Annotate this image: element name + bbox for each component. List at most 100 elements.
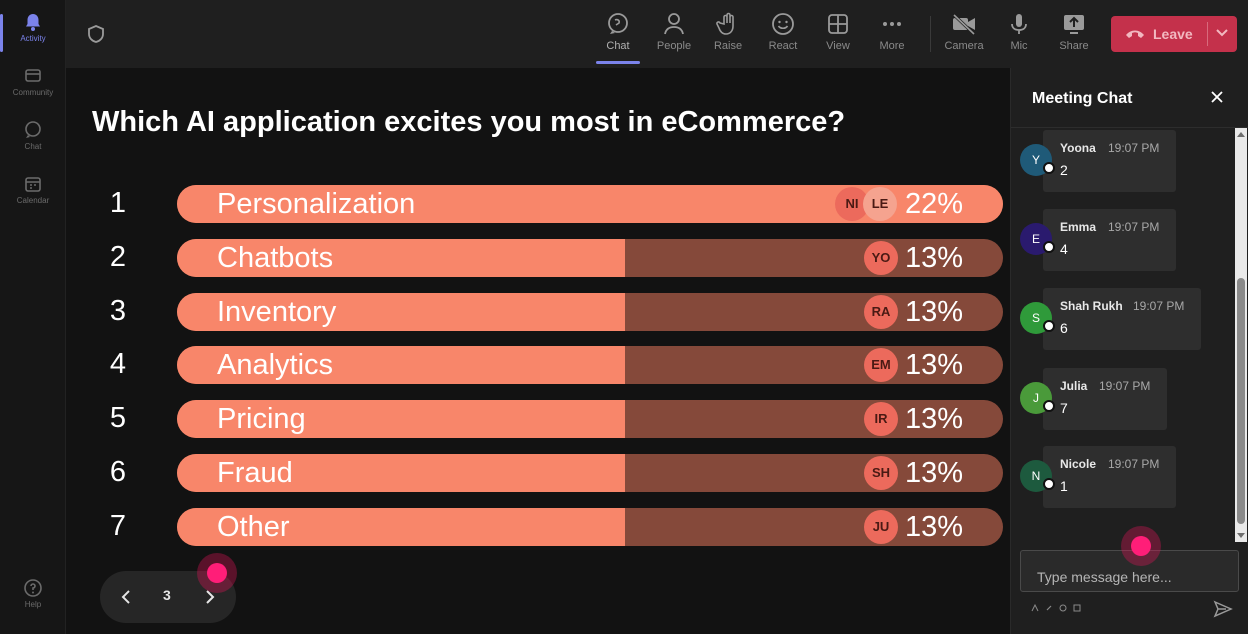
share-button[interactable]: Share: [1049, 12, 1099, 52]
click-indicator: [197, 553, 237, 593]
people-icon: [664, 13, 684, 35]
message-text: 6: [1060, 320, 1068, 336]
people-button[interactable]: People: [649, 12, 699, 52]
chevron-left-icon[interactable]: [120, 589, 132, 605]
community-icon: [25, 69, 41, 82]
mic-label: Mic: [1010, 40, 1028, 52]
poll-option-row: 7 Other JU 13%: [66, 508, 1010, 546]
rail-label: Chat: [24, 142, 42, 151]
result-bar-fill: [177, 400, 625, 438]
message-text: 7: [1060, 400, 1068, 416]
chat-button[interactable]: Chat: [593, 12, 643, 64]
mic-icon: [1011, 14, 1027, 34]
option-number: 1: [109, 187, 127, 219]
scroll-up-arrow[interactable]: [1237, 132, 1245, 137]
chat-message: Emma 19:07 PM 4 E: [1011, 209, 1241, 273]
option-number: 2: [109, 241, 127, 273]
option-label: Inventory: [217, 296, 337, 328]
leave-divider: [1207, 22, 1208, 46]
message-text: 2: [1060, 162, 1068, 178]
camera-button[interactable]: Camera: [939, 12, 989, 52]
meeting-toolbar: Chat People Raise React View More Camera…: [66, 0, 1248, 68]
result-bar: Chatbots YO 13%: [177, 239, 1003, 277]
chat-icon: [608, 13, 628, 34]
chat-panel-title: Meeting Chat: [1032, 90, 1133, 107]
view-label: View: [826, 40, 850, 52]
message-time: 19:07 PM: [1099, 379, 1151, 393]
format-text-icon[interactable]: [1031, 604, 1039, 612]
chat-scrollbar[interactable]: [1235, 128, 1247, 542]
camera-off-icon: [952, 13, 976, 36]
scroll-thumb[interactable]: [1237, 278, 1245, 524]
chat-label: Chat: [606, 40, 630, 52]
rail-item-community[interactable]: Community: [0, 66, 66, 97]
message-bubble: Shah Rukh 19:07 PM 6: [1043, 288, 1201, 350]
chevron-down-icon[interactable]: [1215, 28, 1229, 38]
leave-label: Leave: [1153, 26, 1193, 42]
send-icon[interactable]: [1213, 599, 1233, 619]
result-bar: Analytics EM 13%: [177, 346, 1003, 384]
option-label: Pricing: [217, 403, 306, 435]
voter-avatar: EM: [864, 348, 898, 382]
more-dots-icon: [883, 22, 901, 26]
emoji-icon[interactable]: [1059, 604, 1067, 612]
voter-avatar: SH: [864, 456, 898, 490]
chevron-right-icon[interactable]: [204, 589, 216, 605]
poll-option-row: 5 Pricing IR 13%: [66, 400, 1010, 438]
poll-option-row: 2 Chatbots YO 13%: [66, 239, 1010, 277]
rail-item-activity[interactable]: Activity: [0, 12, 66, 52]
chat-message: Shah Rukh 19:07 PM 6 S: [1011, 288, 1241, 352]
chat-message: Julia 19:07 PM 7 J: [1011, 368, 1241, 432]
presence-status-icon: [1043, 162, 1055, 174]
mic-button[interactable]: Mic: [994, 12, 1044, 52]
more-label: More: [879, 40, 905, 52]
avatar[interactable]: S: [1020, 302, 1052, 334]
option-percent: 13%: [904, 296, 963, 328]
attach-icon[interactable]: [1045, 604, 1053, 612]
presence-status-icon: [1043, 400, 1055, 412]
smiley-icon: [772, 13, 794, 35]
leave-button[interactable]: Leave: [1111, 16, 1237, 52]
page-number: 3: [163, 587, 171, 603]
more-button[interactable]: More: [867, 12, 917, 52]
option-percent: 13%: [904, 511, 963, 543]
option-percent: 13%: [904, 242, 963, 274]
chat-message-input[interactable]: [1020, 550, 1239, 592]
help-icon: [24, 579, 42, 597]
rail-item-help[interactable]: Help: [0, 578, 66, 609]
message-time: 19:07 PM: [1133, 299, 1185, 313]
message-time: 19:07 PM: [1108, 220, 1160, 234]
option-label: Fraud: [217, 457, 293, 489]
shield-icon[interactable]: [86, 24, 106, 44]
rail-item-chat[interactable]: Chat: [0, 120, 66, 151]
presence-status-icon: [1043, 320, 1055, 332]
gif-icon[interactable]: [1073, 604, 1081, 612]
option-label: Chatbots: [217, 242, 334, 274]
rail-item-calendar[interactable]: Calendar: [0, 174, 66, 205]
message-bubble: Emma 19:07 PM 4: [1043, 209, 1176, 271]
hand-icon: [716, 12, 734, 35]
meeting-chat-panel: Meeting Chat Yoona 19:07 PM 2 Y Emma 19:07 PM…: [1010, 68, 1248, 634]
presence-status-icon: [1043, 478, 1055, 490]
poll-option-row: 4 Analytics EM 13%: [66, 346, 1010, 384]
hang-up-icon: [1126, 30, 1144, 38]
message-time: 19:07 PM: [1108, 141, 1160, 155]
result-bar: Pricing IR 13%: [177, 400, 1003, 438]
scroll-down-arrow[interactable]: [1237, 533, 1245, 538]
share-screen-icon: [1064, 15, 1084, 34]
poll-option-row: 6 Fraud SH 13%: [66, 454, 1010, 492]
option-percent: 13%: [904, 403, 963, 435]
close-icon[interactable]: [1210, 90, 1224, 104]
result-bar-fill: [177, 454, 625, 492]
message-text: 1: [1060, 478, 1068, 494]
raise-hand-button[interactable]: Raise: [703, 12, 753, 52]
result-bar-fill: [177, 239, 625, 277]
option-percent: 13%: [904, 457, 963, 489]
react-button[interactable]: React: [758, 12, 808, 52]
message-bubble: Julia 19:07 PM 7: [1043, 368, 1167, 430]
result-bar-fill: [177, 293, 625, 331]
view-button[interactable]: View: [813, 12, 863, 52]
message-text: 4: [1060, 241, 1068, 257]
people-label: People: [656, 40, 692, 52]
voter-avatar: JU: [864, 510, 898, 544]
